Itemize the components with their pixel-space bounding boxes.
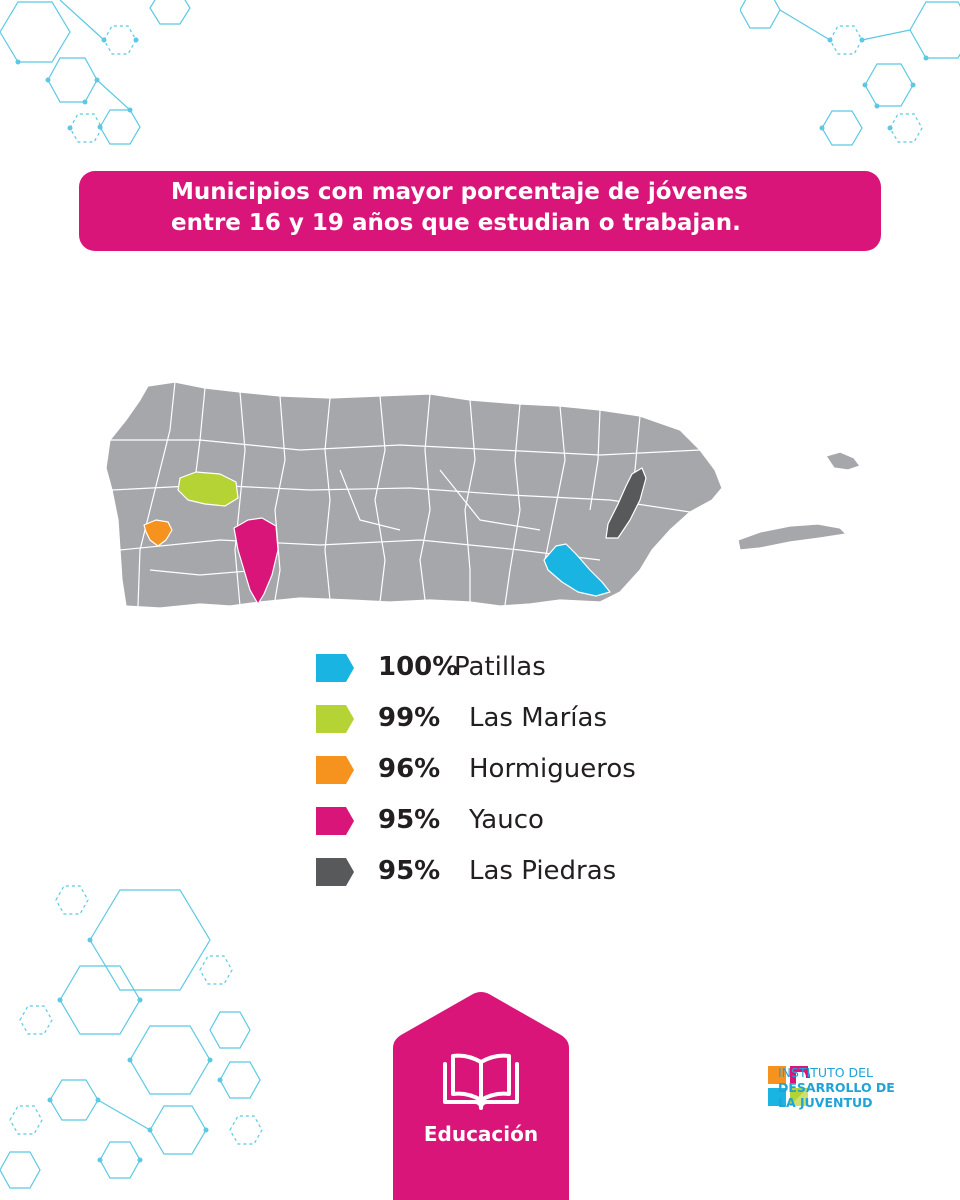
legend-value: 100% (378, 652, 459, 682)
legend-swatch-hormigueros (316, 756, 354, 784)
legend-swatch-las-marias (316, 705, 354, 733)
legend-municipio: Hormigueros (469, 754, 636, 784)
legend-value: 96% (378, 754, 441, 784)
municipio-hormigueros (143, 519, 173, 547)
municipio-las-marias (177, 471, 239, 507)
title-banner: Municipios con mayor porcentaje de jóven… (79, 171, 881, 251)
legend-swatch-yauco (316, 807, 354, 835)
municipio-las-piedras (605, 467, 647, 539)
title-line-2: entre 16 y 19 años que estudian o trabaj… (171, 210, 741, 236)
legend-value: 95% (378, 856, 441, 886)
logo-text: INSTITUTO DEL DESARROLLO DE LA JUVENTUD (778, 1065, 895, 1110)
legend-municipio: Las Marías (469, 703, 607, 733)
legend-municipio: Patillas (454, 652, 546, 682)
legend-item: 100% Patillas (316, 648, 736, 699)
legend-swatch-patillas (316, 654, 354, 682)
island-vieques (737, 523, 847, 551)
injuve-logo (768, 1066, 810, 1106)
legend-item: 96% Hormigueros (316, 750, 736, 801)
decorative-hexagons-top-right (740, 0, 960, 146)
legend-item: 99% Las Marías (316, 699, 736, 750)
municipio-patillas (543, 543, 611, 597)
logo-line-3: LA JUVENTUD (778, 1095, 873, 1110)
island-culebra (825, 451, 861, 471)
decorative-hexagons-top-left (0, 0, 191, 145)
logo-line-1: INSTITUTO DEL (778, 1065, 874, 1080)
legend: 100% Patillas 99% Las Marías 96% Hormigu… (316, 648, 736, 903)
title-line-1: Municipios con mayor porcentaje de jóven… (171, 179, 748, 205)
legend-item: 95% Las Piedras (316, 852, 736, 903)
category-label: Educación (423, 1122, 539, 1146)
legend-municipio: Las Piedras (469, 856, 617, 886)
legend-swatch-las-piedras (316, 858, 354, 886)
legend-value: 99% (378, 703, 441, 733)
category-tab (393, 992, 569, 1200)
legend-municipio: Yauco (469, 805, 544, 835)
open-book-icon (443, 1053, 519, 1110)
municipio-yauco (233, 517, 279, 605)
legend-item: 95% Yauco (316, 801, 736, 852)
puerto-rico-map (105, 381, 861, 609)
legend-value: 95% (378, 805, 441, 835)
decorative-hexagons-bottom-left (0, 885, 263, 1189)
logo-line-2: DESARROLLO DE (778, 1080, 895, 1095)
